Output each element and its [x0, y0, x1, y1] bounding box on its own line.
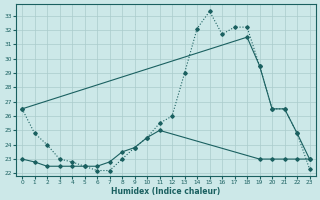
X-axis label: Humidex (Indice chaleur): Humidex (Indice chaleur) [111, 187, 220, 196]
